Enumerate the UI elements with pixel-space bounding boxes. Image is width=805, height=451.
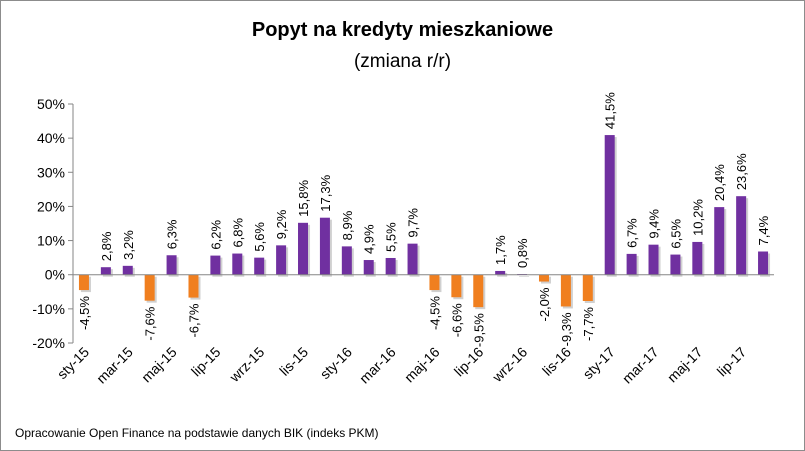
y-tick-label: 40% [37, 130, 65, 146]
data-label: 4,9% [362, 224, 377, 254]
data-label: 10,2% [690, 199, 705, 236]
bar [188, 274, 199, 298]
x-tick-label: sty-16 [317, 344, 355, 382]
data-label: 15,8% [296, 180, 311, 217]
data-label: -9,3% [559, 312, 574, 346]
bar [560, 274, 571, 307]
x-tick-label: lis-15 [276, 344, 311, 379]
bar [714, 207, 725, 275]
bar [692, 241, 703, 275]
bar [276, 245, 287, 275]
data-label: 6,3% [165, 219, 180, 249]
x-tick-label: wrz-15 [226, 344, 268, 386]
bar [626, 253, 637, 275]
data-label: 9,4% [647, 209, 662, 239]
data-label: 6,2% [208, 220, 223, 250]
data-label: 6,7% [625, 218, 640, 248]
y-tick-label: 30% [37, 164, 65, 180]
bar [254, 257, 265, 275]
bar [298, 222, 309, 275]
y-tick-label: -20% [32, 335, 65, 351]
bar [670, 254, 681, 275]
bar [144, 274, 155, 301]
x-tick-label: sty-17 [580, 344, 618, 382]
bar [758, 251, 769, 275]
data-label: 2,8% [99, 231, 114, 261]
data-label: 20,4% [712, 164, 727, 201]
data-label: 6,5% [668, 218, 683, 248]
x-tick-label: maj-16 [401, 344, 443, 386]
data-label: -4,5% [77, 296, 92, 330]
data-label: 3,2% [121, 230, 136, 260]
bar [495, 270, 506, 275]
data-label: 8,9% [340, 210, 355, 240]
data-label: 23,6% [734, 153, 749, 190]
x-tick-label: lip-17 [714, 344, 750, 380]
bar [166, 255, 177, 275]
data-label: -9,5% [471, 313, 486, 347]
x-tick-label: mar-15 [93, 344, 136, 387]
data-label: -4,5% [427, 296, 442, 330]
data-label: 5,5% [384, 222, 399, 252]
bar-shadow [519, 276, 530, 277]
bar [736, 196, 747, 275]
data-label: 1,7% [493, 235, 508, 265]
bar [582, 274, 593, 302]
x-tick-label: wrz-16 [488, 344, 530, 386]
data-label: 5,6% [252, 222, 267, 252]
y-tick-label: -10% [32, 301, 65, 317]
y-tick-label: 10% [37, 233, 65, 249]
chart-title: Popyt na kredyty mieszkaniowe [251, 19, 554, 41]
bar [429, 274, 440, 291]
y-tick-label: 0% [45, 267, 65, 283]
data-label: -7,6% [143, 306, 158, 340]
bar [122, 265, 133, 275]
y-tick-label: 50% [37, 96, 65, 112]
y-tick-label: 20% [37, 198, 65, 214]
x-tick-label: maj-15 [138, 344, 180, 386]
bar [648, 244, 659, 275]
bar [100, 267, 111, 275]
x-tick-label: lip-16 [451, 344, 487, 380]
bar [341, 246, 352, 275]
source-note: Opracowanie Open Finance na podstawie da… [15, 426, 379, 440]
bar [319, 217, 330, 275]
bar [473, 274, 484, 308]
bar [210, 255, 221, 275]
data-label: 7,4% [756, 215, 771, 245]
data-label: 9,7% [406, 208, 421, 238]
data-label: 41,5% [603, 92, 618, 129]
x-tick-label: mar-16 [356, 344, 399, 387]
x-tick-label: mar-17 [619, 344, 662, 387]
bar [451, 274, 462, 298]
data-label: 6,8% [230, 217, 245, 247]
data-label: -2,0% [537, 287, 552, 321]
bar [385, 257, 396, 275]
data-label: -6,7% [186, 303, 201, 337]
bar [538, 274, 549, 282]
data-label: -6,6% [449, 303, 464, 337]
data-label: -7,7% [581, 307, 596, 341]
bar [232, 253, 243, 275]
data-label: 0,8% [515, 238, 530, 268]
data-label: 9,2% [274, 209, 289, 239]
bar [604, 135, 615, 275]
x-tick-label: lip-15 [188, 344, 224, 380]
chart-subtitle: (zmiana r/r) [353, 51, 452, 72]
bar [407, 243, 418, 275]
x-tick-label: maj-17 [664, 344, 706, 386]
data-label: 17,3% [318, 174, 333, 211]
bar [363, 260, 374, 275]
x-tick-label: lis-16 [539, 344, 574, 379]
bar [78, 274, 89, 291]
